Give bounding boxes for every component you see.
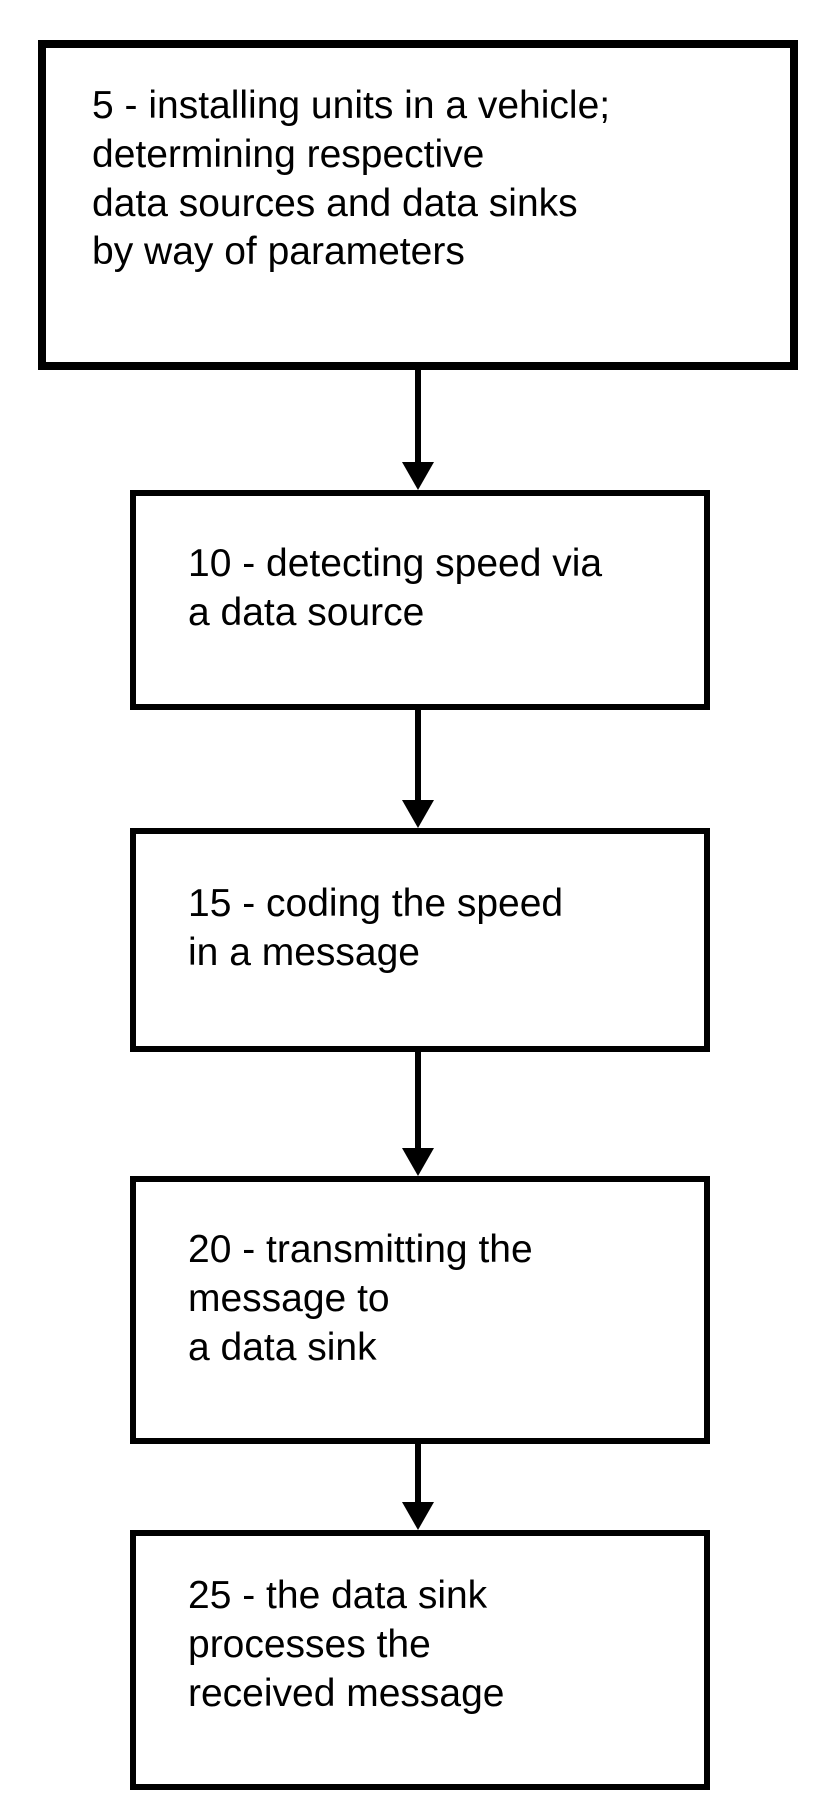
- flow-node-10: 10 - detecting speed via a data source: [130, 490, 710, 710]
- arrow-line: [415, 1052, 421, 1148]
- arrow-line: [415, 710, 421, 800]
- flow-node-5-text: 5 - installing units in a vehicle; deter…: [92, 82, 610, 277]
- arrow-head-icon: [402, 1148, 434, 1176]
- arrow-head-icon: [402, 800, 434, 828]
- arrow-head-icon: [402, 462, 434, 490]
- flow-node-15: 15 - coding the speed in a message: [130, 828, 710, 1052]
- flow-node-20: 20 - transmitting the message to a data …: [130, 1176, 710, 1444]
- flow-node-5: 5 - installing units in a vehicle; deter…: [38, 40, 798, 370]
- flow-node-25-text: 25 - the data sink processes the receive…: [188, 1572, 505, 1718]
- flowchart-container: 5 - installing units in a vehicle; deter…: [0, 0, 840, 1806]
- flow-node-10-text: 10 - detecting speed via a data source: [188, 540, 602, 638]
- arrow-head-icon: [402, 1502, 434, 1530]
- arrow-line: [415, 370, 421, 462]
- flow-node-25: 25 - the data sink processes the receive…: [130, 1530, 710, 1790]
- arrow-line: [415, 1444, 421, 1502]
- flow-node-15-text: 15 - coding the speed in a message: [188, 880, 563, 978]
- flow-node-20-text: 20 - transmitting the message to a data …: [188, 1226, 533, 1372]
